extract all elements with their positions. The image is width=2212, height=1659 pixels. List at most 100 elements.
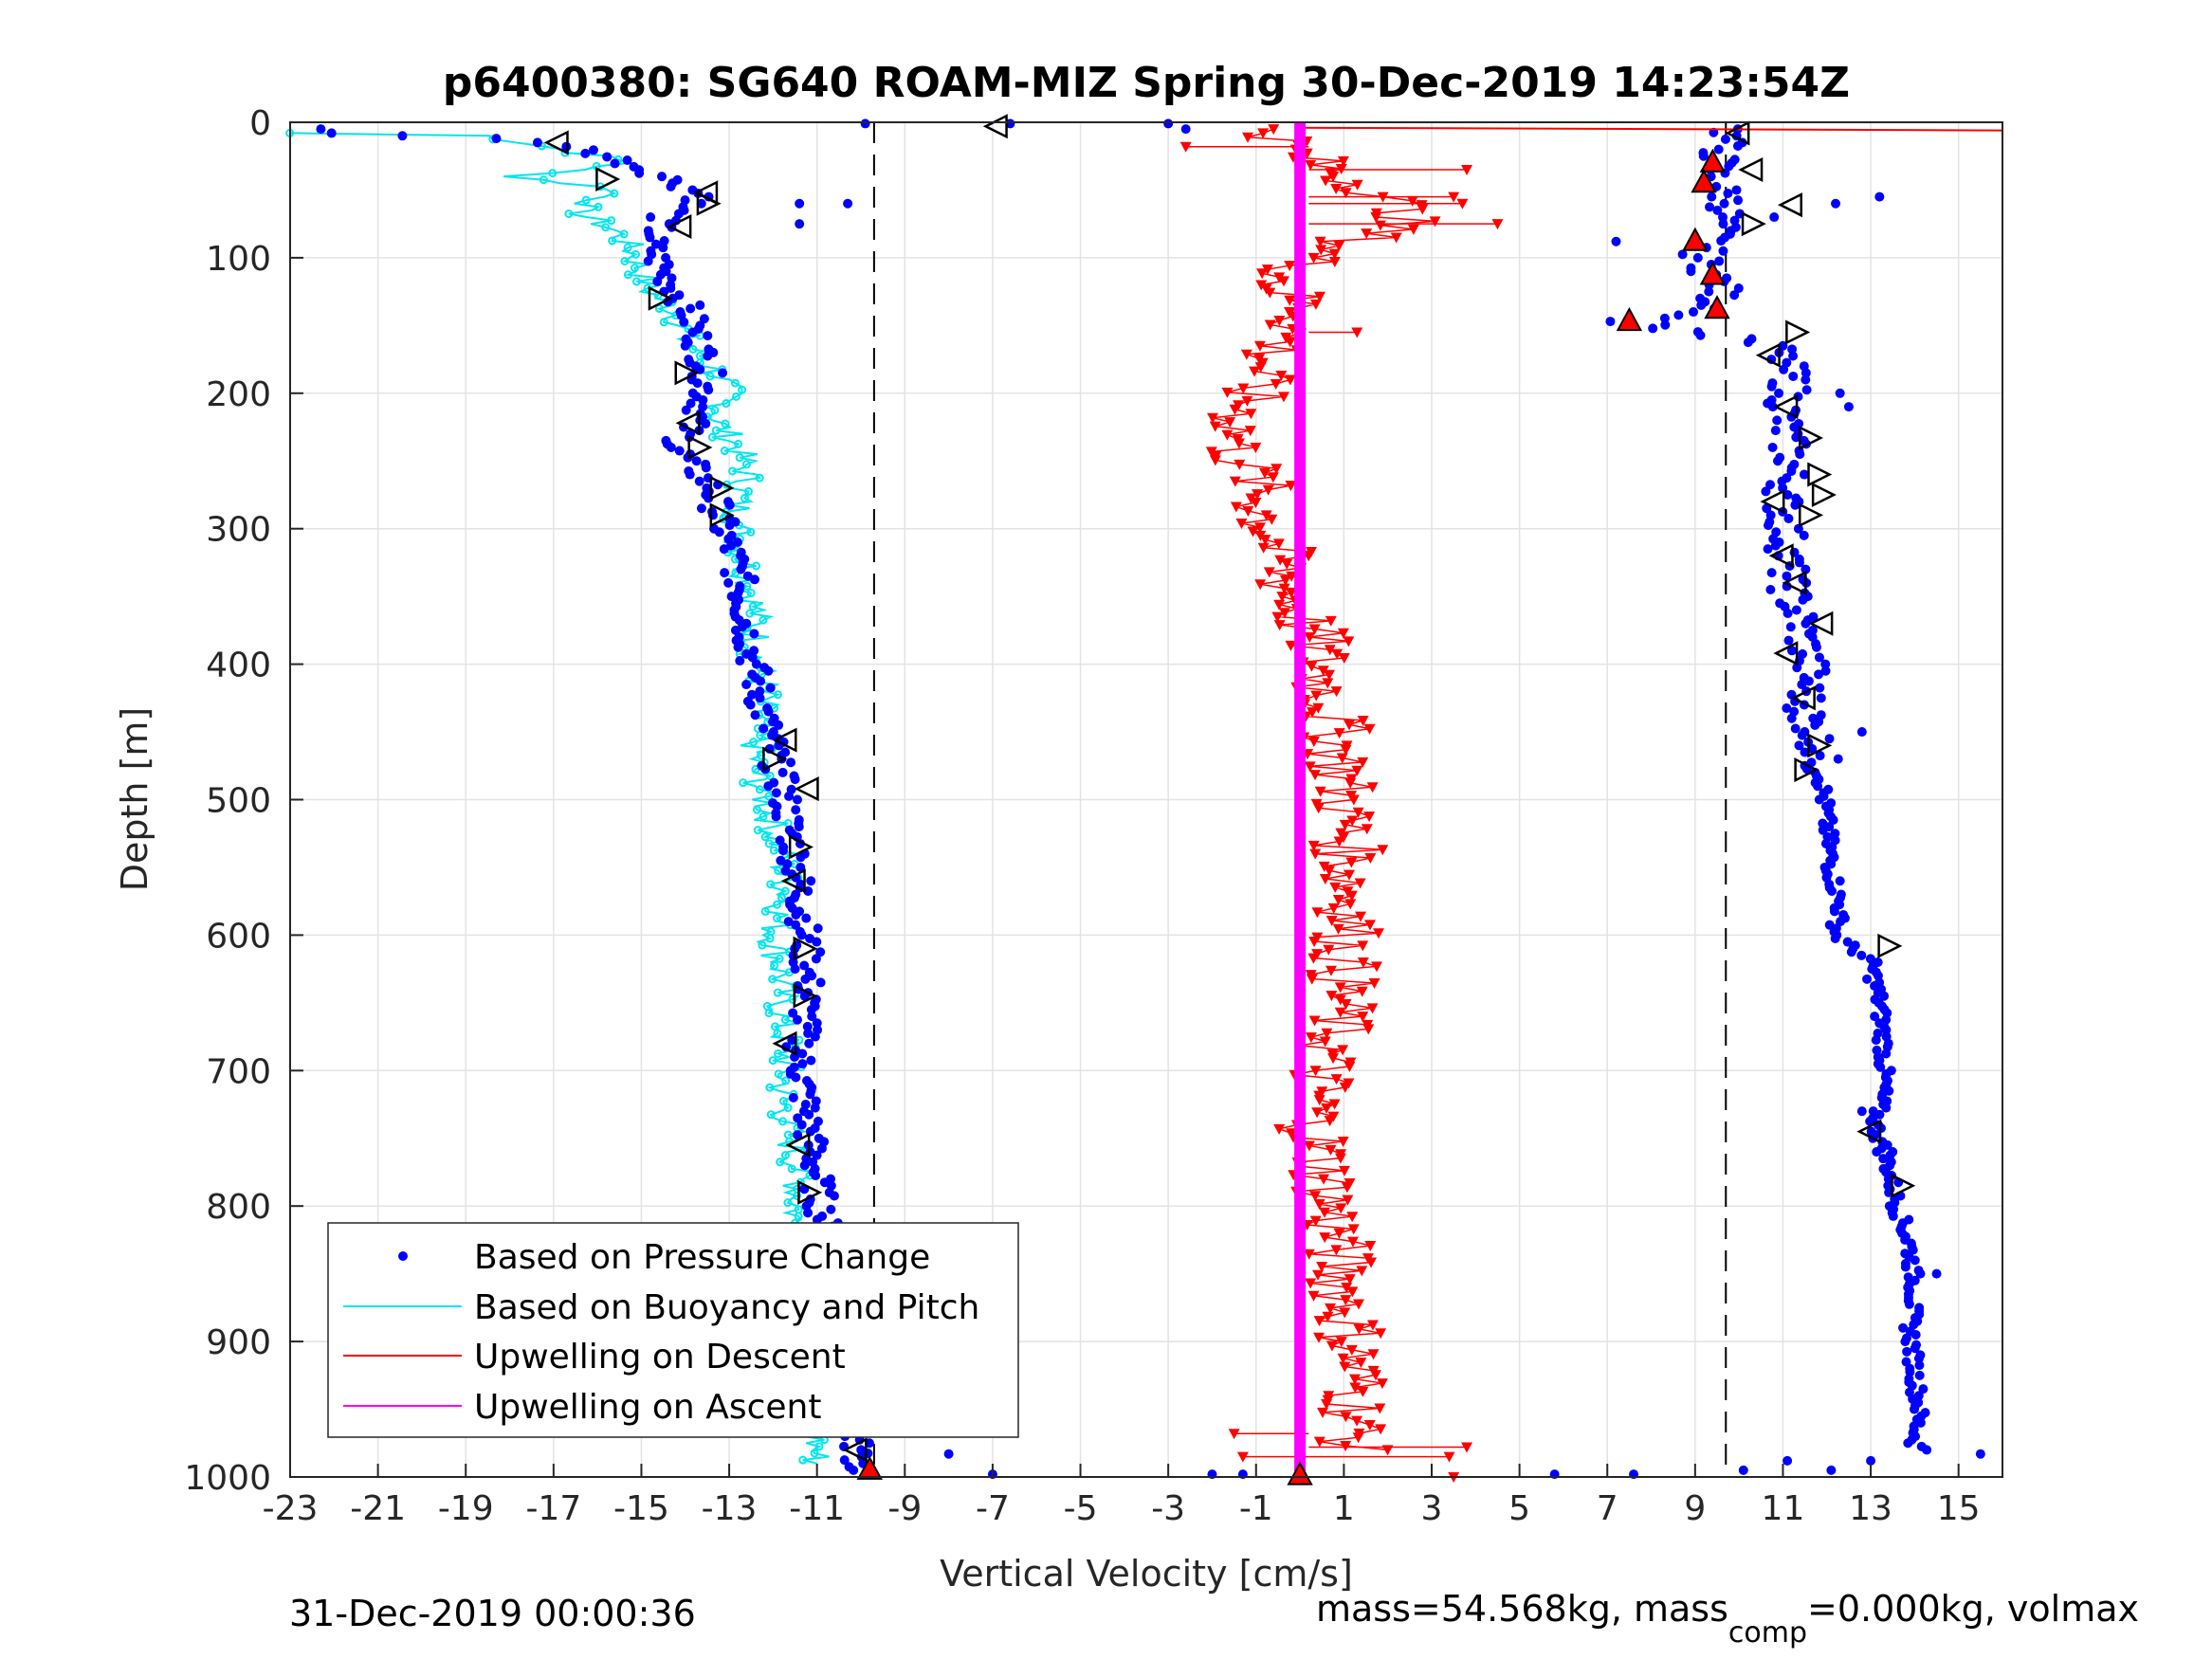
pressure-change-point bbox=[816, 1143, 827, 1154]
buoyancy-pitch-point bbox=[780, 886, 790, 896]
upwelling-descent-marker bbox=[1344, 777, 1357, 789]
upwelling-descent-marker bbox=[1461, 165, 1473, 176]
pressure-change-point bbox=[810, 1031, 820, 1042]
pressure-change-point bbox=[1801, 618, 1811, 629]
y-tick-label: 900 bbox=[206, 1323, 271, 1362]
pressure-change-point bbox=[771, 811, 781, 822]
pressure-change-point bbox=[1814, 652, 1824, 663]
upwelling-descent-marker bbox=[1344, 1274, 1356, 1285]
upwelling-descent-marker bbox=[1308, 624, 1321, 635]
upwelling-descent-marker bbox=[1345, 1344, 1358, 1356]
upwelling-descent-marker bbox=[1284, 295, 1296, 306]
upwelling-descent-marker bbox=[1285, 481, 1297, 492]
right-triangle-marker bbox=[648, 285, 673, 311]
pressure-change-point bbox=[1782, 571, 1792, 581]
pressure-change-point bbox=[801, 913, 812, 923]
buoyancy-pitch-point bbox=[783, 1198, 793, 1208]
upwelling-descent-marker bbox=[1340, 744, 1352, 756]
buoyancy-pitch-point bbox=[728, 466, 738, 476]
pressure-change-point bbox=[1695, 330, 1706, 340]
right-triangle-marker bbox=[709, 475, 735, 501]
upwelling-descent-marker bbox=[1313, 1199, 1325, 1211]
pressure-change-point bbox=[1835, 876, 1845, 886]
upwelling-descent-marker bbox=[1327, 172, 1340, 183]
upwelling-descent-marker bbox=[1333, 836, 1345, 848]
upwelling-descent-marker bbox=[1374, 1403, 1386, 1414]
upwelling-descent-marker bbox=[1355, 911, 1367, 922]
pressure-change-point bbox=[826, 1204, 836, 1214]
upwelling-descent-marker bbox=[1364, 1240, 1377, 1251]
upwelling-descent-marker bbox=[1370, 212, 1382, 224]
pressure-change-point bbox=[795, 219, 805, 229]
left-triangle-marker bbox=[693, 180, 719, 206]
pressure-change-point bbox=[646, 212, 656, 223]
upwelling-descent-marker bbox=[1271, 464, 1283, 475]
x-tick-label: -13 bbox=[702, 1489, 758, 1528]
upwelling-descent-marker bbox=[1325, 916, 1338, 927]
pressure-change-point bbox=[1881, 1103, 1892, 1113]
upwelling-descent-marker bbox=[1357, 757, 1369, 768]
pressure-change-point bbox=[1795, 449, 1805, 460]
upwelling-descent-marker bbox=[1363, 811, 1376, 823]
pressure-change-point bbox=[797, 1059, 808, 1069]
pressure-change-point bbox=[1660, 319, 1671, 330]
pressure-change-point bbox=[1778, 483, 1788, 493]
upwelling-descent-marker bbox=[1308, 770, 1321, 781]
buoyancy-pitch-point bbox=[711, 426, 721, 435]
upwelling-descent-marker bbox=[1320, 175, 1332, 187]
upwelling-descent-marker bbox=[1341, 1282, 1353, 1293]
x-tick-label: 13 bbox=[1849, 1489, 1892, 1528]
pressure-change-point bbox=[791, 805, 801, 815]
upwelling-descent-marker bbox=[1390, 232, 1402, 244]
buoyancy-pitch-point bbox=[548, 169, 558, 178]
pressure-change-point bbox=[1918, 1384, 1929, 1395]
legend-label-buoyancy: Based on Buoyancy and Pitch bbox=[474, 1288, 979, 1327]
pressure-change-point bbox=[1856, 950, 1867, 960]
pressure-change-point bbox=[724, 520, 735, 531]
upwelling-descent-marker bbox=[1316, 1261, 1328, 1272]
upwelling-descent-marker bbox=[1366, 782, 1379, 793]
pressure-change-point bbox=[704, 385, 714, 395]
pressure-change-point bbox=[1813, 781, 1823, 792]
upwelling-descent-marker bbox=[1307, 707, 1319, 719]
buoyancy-pitch-point bbox=[740, 494, 749, 503]
x-tick-label: -15 bbox=[613, 1489, 669, 1528]
pressure-change-point bbox=[807, 1012, 817, 1022]
pressure-change-point bbox=[1803, 676, 1814, 686]
upwelling-descent-marker bbox=[1356, 1266, 1368, 1277]
pressure-change-point bbox=[696, 503, 706, 514]
pressure-change-point bbox=[806, 1055, 816, 1066]
right-triangle-marker bbox=[1891, 1173, 1916, 1198]
pressure-change-point bbox=[1772, 415, 1782, 426]
upwelling-descent-marker bbox=[1241, 395, 1253, 407]
upwelling-descent-marker bbox=[1313, 1332, 1325, 1343]
upwelling-descent-marker bbox=[1362, 1024, 1375, 1035]
pressure-change-point bbox=[1692, 252, 1703, 263]
pressure-change-point bbox=[1731, 185, 1742, 195]
buoyancy-pitch-point bbox=[752, 805, 761, 814]
pressure-change-point bbox=[811, 954, 821, 964]
pressure-change-point bbox=[1879, 991, 1890, 1001]
upwelling-descent-marker bbox=[1306, 661, 1318, 672]
buoyancy-pitch-point bbox=[745, 609, 755, 618]
buoyancy-pitch-point bbox=[746, 527, 756, 537]
upwelling-descent-marker bbox=[1278, 276, 1290, 287]
pressure-change-point bbox=[1788, 371, 1799, 381]
buoyancy-pitch-point bbox=[659, 318, 668, 327]
right-triangle-marker bbox=[1794, 757, 1819, 783]
buoyancy-pitch-point bbox=[608, 236, 617, 246]
upwelling-descent-line bbox=[1210, 128, 1435, 1451]
buoyancy-pitch-point bbox=[730, 378, 740, 388]
upwelling-descent-marker bbox=[1325, 965, 1337, 976]
buoyancy-pitch-point bbox=[720, 447, 729, 456]
pressure-change-point bbox=[695, 364, 705, 374]
upwelling-descent-marker bbox=[1278, 583, 1290, 594]
red-triangle-marker bbox=[856, 1455, 883, 1480]
buoyancy-pitch-point bbox=[764, 839, 774, 848]
upwelling-descent-marker bbox=[1221, 429, 1234, 441]
pressure-change-point bbox=[763, 706, 774, 717]
left-triangle-marker bbox=[842, 1437, 868, 1463]
pressure-change-point bbox=[1898, 1322, 1909, 1333]
pressure-change-point bbox=[686, 398, 696, 409]
pressure-change-point bbox=[735, 656, 745, 666]
